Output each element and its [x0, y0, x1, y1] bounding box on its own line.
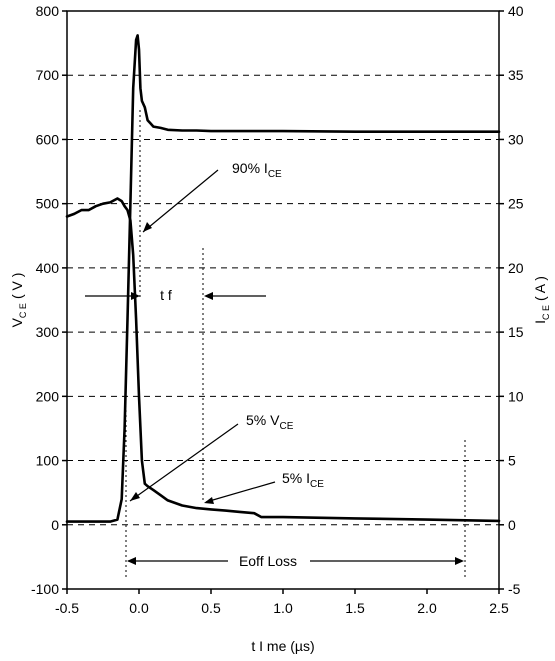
y-left-title-unit: ( V ): [9, 273, 25, 299]
y-left-tick-label: 800: [36, 3, 60, 19]
y-right-tick-label: -5: [508, 581, 521, 597]
x-tick-label: 1.5: [345, 600, 365, 616]
x-tick-label: 1.0: [273, 600, 293, 616]
y-left-tick-label: 100: [36, 453, 60, 469]
annotation-ice-5: 5% ICE: [204, 470, 324, 504]
svg-text:VC E( V ): VC E ( V ): [9, 273, 28, 328]
timing-markers: [125, 110, 466, 578]
arrow-ice-5: [205, 481, 276, 503]
annotation-ice-90: 90% ICE: [142, 160, 282, 233]
y-left-tick-label: 200: [36, 388, 60, 404]
x-tick-label: 0.5: [201, 600, 221, 616]
y-left-title-main: V: [9, 317, 25, 327]
y-right-title-unit: ( A ): [532, 276, 548, 301]
anno-vce5-sub: CE: [279, 421, 293, 432]
annotation-eoff: Eoff Loss: [127, 553, 464, 569]
x-tick-label: 0.0: [129, 600, 149, 616]
y-left-tick-label: 0: [51, 517, 59, 533]
arrowhead-tf-right: [204, 292, 213, 300]
y-left-tick-label: 300: [36, 324, 60, 340]
y-left-title-sub: C E: [18, 303, 28, 318]
anno-ice5-sub: CE: [310, 479, 324, 490]
y-left-tick-label: 600: [36, 131, 60, 147]
arrowhead-tf-left: [131, 292, 140, 300]
y-right-tick-label: 10: [508, 388, 524, 404]
y-axis-right-title: IC E ( A ): [532, 276, 551, 324]
y-left-tick-label: 700: [36, 67, 60, 83]
x-tick-label: 2.5: [489, 600, 509, 616]
y-right-tick-label: 5: [508, 453, 516, 469]
anno-ice90-sub: CE: [268, 169, 282, 180]
tf-label: t f: [160, 287, 172, 303]
y-right-tick-label: 25: [508, 196, 524, 212]
arrowhead-ice-90: [143, 222, 152, 232]
anno-ice90-main: 90% I: [232, 160, 268, 176]
y-left-tick-label: 400: [36, 260, 60, 276]
arrowhead-ice-5: [204, 497, 214, 504]
eoff-label: Eoff Loss: [239, 553, 297, 569]
ticks: -100 0 100 200 300 400 500 600 700 800 -5 0 5 10 15 20 2…: [31, 3, 524, 616]
y-right-tick-label: 20: [508, 260, 524, 276]
y-right-title-main: I: [532, 320, 548, 324]
svg-text:90% ICE: 90% ICE: [232, 160, 282, 180]
arrow-ice-90: [142, 169, 219, 233]
y-axis-left-title: VC E ( V ): [9, 273, 28, 328]
y-right-tick-label: 40: [508, 3, 524, 19]
series-line-ice: [65, 197, 501, 523]
arrowhead-eoff-right: [455, 557, 464, 565]
y-left-tick-label: 500: [36, 196, 60, 212]
y-right-tick-label: 35: [508, 67, 524, 83]
arrow-vce-5: [129, 423, 239, 502]
svg-text:5% ICE: 5% ICE: [282, 470, 324, 490]
y-left-tick-label: -100: [31, 581, 59, 597]
arrowhead-eoff-left: [127, 557, 136, 565]
svg-text:IC E( A ): IC E ( A ): [532, 276, 551, 324]
svg-text:5% VCE: 5% VCE: [246, 412, 294, 432]
anno-vce5-main: 5% V: [246, 412, 280, 428]
series-line-vce: [65, 34, 501, 523]
x-tick-label: 2.0: [417, 600, 437, 616]
annotation-tf: t f: [85, 287, 266, 303]
arrowhead-vce-5: [130, 492, 140, 501]
annotation-vce-5: 5% VCE: [129, 412, 294, 502]
anno-ice5-main: 5% I: [282, 470, 310, 486]
y-right-tick-label: 30: [508, 131, 524, 147]
y-right-tick-label: 0: [508, 517, 516, 533]
x-tick-label: -0.5: [55, 600, 79, 616]
y-right-tick-label: 15: [508, 324, 524, 340]
series: [65, 34, 501, 523]
y-right-title-sub: C E: [541, 305, 551, 320]
x-axis-title: t I me (µs): [251, 638, 314, 654]
